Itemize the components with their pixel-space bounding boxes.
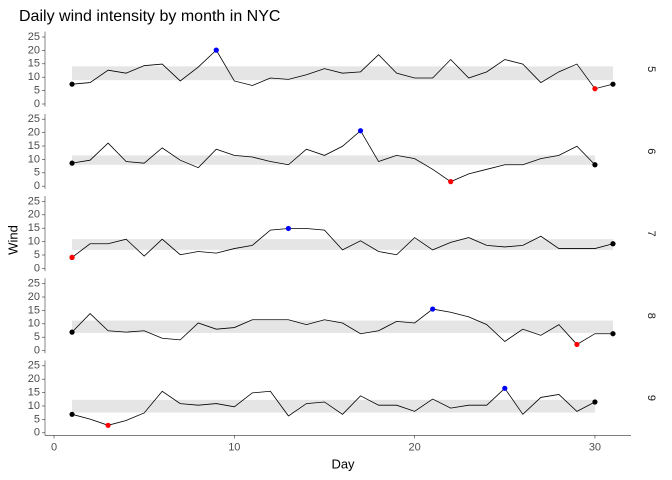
last-point xyxy=(610,241,616,247)
max-point xyxy=(213,47,219,53)
facet-label: 8 xyxy=(645,313,657,319)
y-tick-label: 5 xyxy=(34,413,40,425)
first-point xyxy=(69,411,75,417)
facet-label: 7 xyxy=(645,230,657,236)
facet-label: 6 xyxy=(645,148,657,154)
x-axis-title: Day xyxy=(331,456,355,471)
y-tick-label: 15 xyxy=(28,387,40,399)
y-tick-label: 5 xyxy=(34,85,40,97)
last-point xyxy=(592,162,598,168)
y-tick-label: 15 xyxy=(28,222,40,234)
wind-line xyxy=(71,387,596,426)
iqr-band xyxy=(72,239,613,250)
first-point xyxy=(69,81,75,87)
last-point xyxy=(610,331,616,337)
min-point xyxy=(448,179,454,185)
y-tick-label: 5 xyxy=(34,249,40,261)
iqr-band xyxy=(72,155,595,165)
iqr-band xyxy=(72,399,595,413)
y-tick-label: 10 xyxy=(28,318,40,330)
y-tick-label: 20 xyxy=(28,127,40,139)
y-tick-label: 25 xyxy=(28,31,40,43)
y-tick-label: 0 xyxy=(34,345,40,357)
y-tick-label: 10 xyxy=(28,400,40,412)
y-tick-label: 20 xyxy=(28,291,40,303)
max-point xyxy=(502,385,508,391)
y-tick-label: 0 xyxy=(34,427,40,439)
x-tick-label: 30 xyxy=(589,441,601,453)
max-point xyxy=(285,225,292,232)
max-point xyxy=(430,306,436,312)
max-point xyxy=(357,128,364,134)
first-point xyxy=(69,160,75,166)
y-tick-label: 25 xyxy=(28,195,40,207)
first-point xyxy=(69,329,75,335)
min-point xyxy=(574,341,580,348)
y-tick-label: 10 xyxy=(28,153,40,165)
x-tick-label: 0 xyxy=(51,441,57,453)
min-point xyxy=(105,422,111,428)
y-tick-label: 0 xyxy=(34,262,40,274)
y-tick-label: 25 xyxy=(28,113,40,125)
y-tick-label: 25 xyxy=(28,278,40,290)
y-axis-title: Wind xyxy=(5,225,20,255)
y-tick-label: 20 xyxy=(28,44,40,56)
wind-line xyxy=(72,49,614,90)
x-tick-label: 20 xyxy=(409,441,421,453)
wind-line xyxy=(71,308,613,345)
y-tick-label: 0 xyxy=(34,98,40,110)
wind-line xyxy=(71,130,596,183)
facet-label: 9 xyxy=(645,395,657,401)
y-tick-label: 15 xyxy=(28,304,40,316)
chart-title: Daily wind intensity by month in NYC xyxy=(19,8,280,25)
last-point xyxy=(610,81,616,87)
y-tick-label: 5 xyxy=(34,167,40,179)
facet-label: 5 xyxy=(645,66,657,72)
y-tick-label: 25 xyxy=(28,360,40,372)
y-tick-label: 15 xyxy=(28,58,40,70)
iqr-band xyxy=(72,320,613,333)
x-tick-label: 10 xyxy=(228,441,240,453)
y-tick-label: 15 xyxy=(28,140,40,152)
y-tick-label: 0 xyxy=(34,180,40,192)
last-point xyxy=(592,399,598,405)
y-tick-label: 10 xyxy=(28,236,40,248)
min-point xyxy=(69,254,75,261)
y-tick-label: 10 xyxy=(28,71,40,83)
y-tick-label: 20 xyxy=(28,209,40,221)
min-point xyxy=(592,86,598,92)
y-tick-label: 5 xyxy=(34,331,40,343)
y-tick-label: 20 xyxy=(28,373,40,385)
wind-line xyxy=(71,228,614,258)
